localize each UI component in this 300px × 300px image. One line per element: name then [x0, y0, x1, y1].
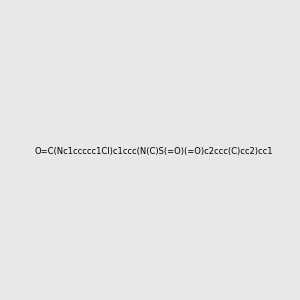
Text: O=C(Nc1ccccc1Cl)c1ccc(N(C)S(=O)(=O)c2ccc(C)cc2)cc1: O=C(Nc1ccccc1Cl)c1ccc(N(C)S(=O)(=O)c2ccc… — [34, 147, 273, 156]
